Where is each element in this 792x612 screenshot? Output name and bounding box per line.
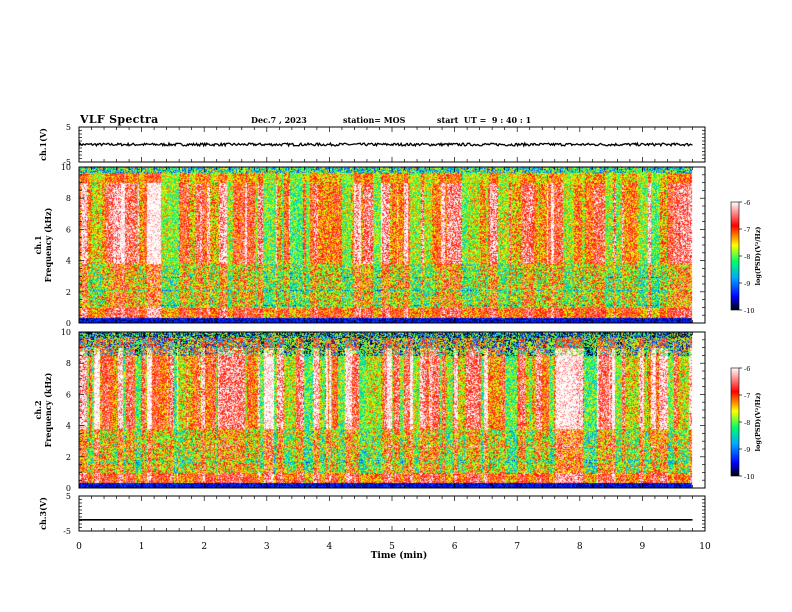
ch1-ytick-label: 5	[66, 123, 71, 132]
ch1-waveform-panel: 5 -5 ch.1(V)	[38, 123, 706, 167]
x-tick-label: 9	[640, 542, 646, 552]
x-tick-label: 4	[327, 542, 333, 552]
cb1-tick-label: -10	[744, 307, 754, 315]
x-tick-label: 6	[452, 542, 458, 552]
cb2-label: log(PSD)(V²/Hz)	[754, 393, 762, 452]
x-tick-label: 2	[201, 542, 207, 552]
ch3-ytick-label: -5	[63, 527, 71, 536]
ch2-spec-ytick-label: 10	[61, 328, 71, 337]
ch1-spec-ytick-label: 4	[66, 257, 71, 266]
cb2-tick-label: -6	[744, 365, 750, 373]
x-tick-label: 1	[139, 542, 145, 552]
x-tick-label: 3	[264, 542, 270, 552]
chart-title: VLF Spectra	[80, 113, 159, 126]
ch1-spec-ytick-label: 6	[66, 225, 71, 234]
ch1-ytick-label: -5	[63, 158, 71, 167]
ch2-spectrogram-image	[79, 332, 705, 488]
ch2-spec-ytick-label: 4	[66, 422, 71, 431]
ch2-spec-ytick-label: 6	[66, 390, 71, 399]
cb2-tick-label: -10	[744, 473, 754, 481]
date-label: Dec.7 , 2023	[251, 115, 307, 125]
ch3-ylabel: ch.3(V)	[38, 497, 48, 530]
ch1-spec-ytick-label: 0	[66, 319, 71, 328]
station-label: station= MOS	[343, 115, 406, 125]
ch3-waveform-panel: 5 -5 ch.3(V)	[38, 492, 706, 536]
cb1-tick-label: -6	[744, 199, 750, 207]
ch2-spectrogram-panel: 0 2 4 6 8 10 ch.2 Frequency (kHz)	[33, 328, 706, 493]
ch1-ylabel: ch.1(V)	[38, 128, 48, 161]
cb1-tick-label: -8	[744, 253, 750, 261]
ch2-colorbar-gradient	[730, 367, 740, 477]
ch1-spectrogram-panel: 0 2 4 6 8 10 ch.1 Frequency (kHz)	[33, 163, 706, 328]
ch1-colorbar-gradient	[730, 201, 740, 311]
ch1-spec-ylabel: ch.1	[33, 235, 43, 254]
cb2-tick-label: -9	[744, 446, 750, 454]
ch2-spec-ytick-label: 8	[66, 359, 71, 368]
cb2-tick-label: -7	[744, 392, 750, 400]
x-tick-label: 8	[577, 542, 583, 552]
ch2-spec-ytick-label: 2	[66, 453, 71, 462]
cb2-tick-label: -8	[744, 419, 750, 427]
x-axis-label: Time (min)	[371, 550, 428, 561]
ch1-spectrogram-image	[79, 167, 705, 323]
ch3-waveform-frame	[78, 495, 706, 532]
x-tick-label: 5	[389, 542, 395, 552]
start-time-label: start UT = 9 : 40 : 1	[437, 115, 532, 125]
ch2-spec-ytick-label: 0	[66, 484, 71, 493]
ch3-ytick-label: 5	[66, 492, 71, 501]
ch2-spec-ylabel: ch.2	[33, 400, 43, 419]
ch2-spec-ylabel: Frequency (kHz)	[43, 372, 53, 447]
ch1-spec-ytick-label: 2	[66, 288, 71, 297]
ch1-spec-ytick-label: 10	[61, 163, 71, 172]
ch1-spec-ylabel: Frequency (kHz)	[43, 207, 53, 282]
x-tick-label: 0	[76, 542, 82, 552]
ch2-colorbar: -6 -7 -8 -9 -10 log(PSD)(V²/Hz)	[730, 365, 762, 481]
cb1-label: log(PSD)(V²/Hz)	[754, 227, 762, 286]
x-tick-label: 7	[514, 542, 520, 552]
ch1-trace	[78, 141, 693, 148]
cb1-tick-label: -9	[744, 280, 750, 288]
ch1-spec-ytick-label: 8	[66, 194, 71, 203]
x-tick-label: 10	[699, 542, 711, 552]
ch1-colorbar: -6 -7 -8 -9 -10 log(PSD)(V²/Hz)	[730, 199, 762, 315]
cb1-tick-label: -7	[744, 226, 750, 234]
